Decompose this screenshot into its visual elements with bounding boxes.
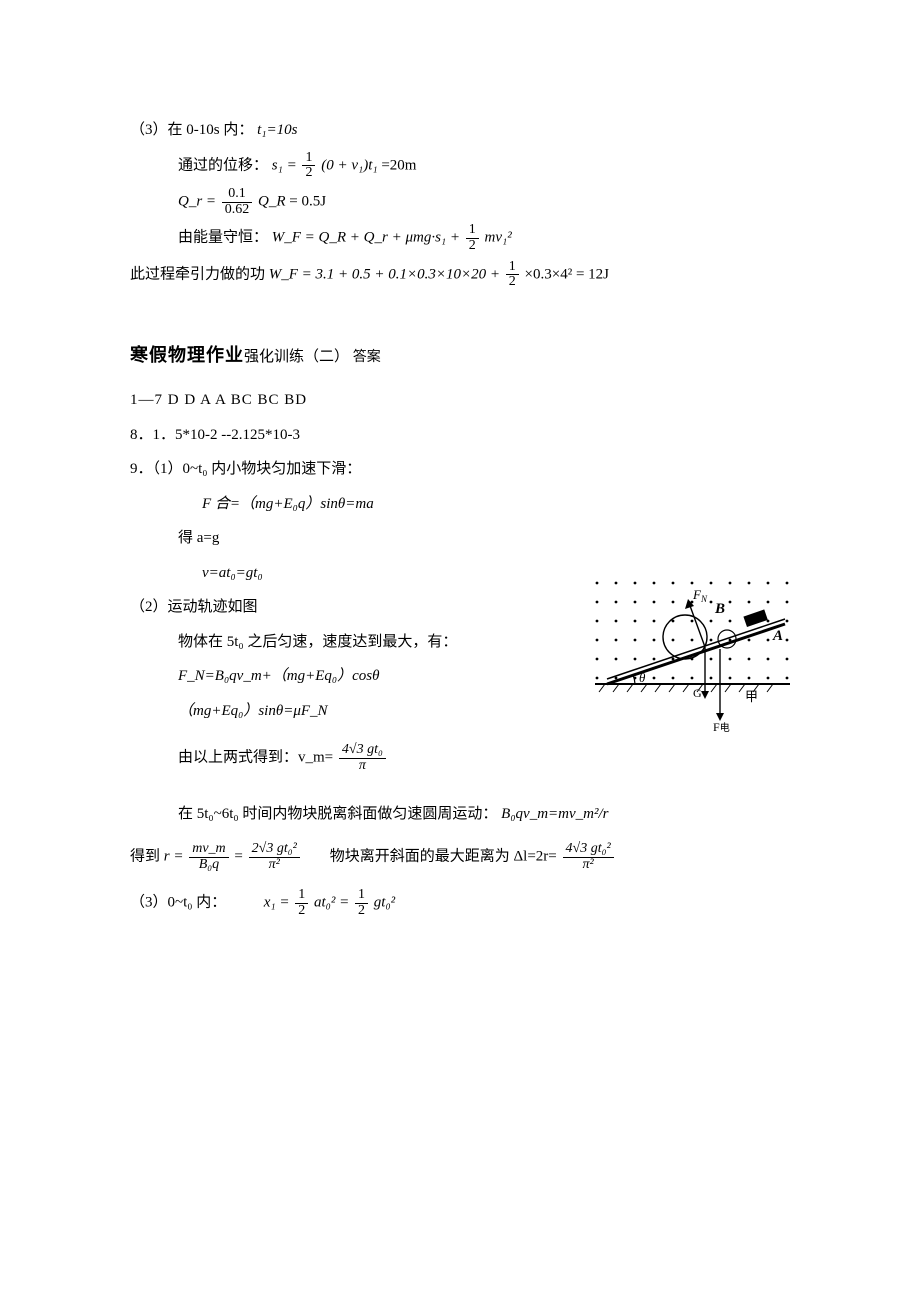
block <box>743 610 767 628</box>
dl-frac: 4√3 gt₀² π² <box>563 842 614 872</box>
answers-8: 8．1．5*10-2 --2.125*10-3 <box>130 421 790 450</box>
p3-intro: （3）在 0-10s 内： <box>130 122 253 138</box>
result-den: 2 <box>506 274 519 290</box>
theta-label: θ <box>639 670 646 685</box>
q9-r-row: 得到 r = mv_m B₀q = 2√3 gt₀² π² 物块离开斜面的最大距… <box>130 842 790 872</box>
result-tail: ×0.3×4² = 12J <box>525 266 609 282</box>
Qr-num: 0.1 <box>222 187 253 202</box>
s1-lhs: s₁ = <box>272 157 297 173</box>
t1-eq: t₁=10s <box>257 122 297 138</box>
dl-label: 物块离开斜面的最大距离为 Δl=2r= <box>330 849 557 865</box>
vm-num: 4√3 gt₀ <box>339 743 386 758</box>
label-jia: 甲 <box>745 689 758 704</box>
section-title-suffix: 答案 <box>353 350 381 365</box>
q9-p1-intro: 9．（1）0~t₀ 内小物块匀加速下滑： <box>130 455 790 484</box>
Qr-mid: Q_R <box>258 194 286 210</box>
x1-f1-den: 2 <box>295 903 308 919</box>
energy-line: 由能量守恒： W_F = Q_R + Q_r + μmg·s₁ + 1 2 mv… <box>130 223 790 253</box>
theta-arc <box>633 675 635 684</box>
vm-den: π <box>339 758 386 774</box>
Qr-den: 0.62 <box>222 202 253 218</box>
r-f1-den: B₀q <box>189 857 228 873</box>
dl-group: 物块离开斜面的最大距离为 Δl=2r= 4√3 gt₀² π² <box>330 842 616 872</box>
Qr-lhs: Q_r = <box>178 194 216 210</box>
Qr-line: Q_r = 0.1 0.62 Q_R = 0.5J <box>130 187 790 217</box>
s1-rhs: =20m <box>381 157 416 173</box>
circ-eq: B₀qv_m=mv_m²/r <box>501 806 608 822</box>
WF-tail: mv₁² <box>485 230 512 246</box>
x1-f2-den: 2 <box>355 903 368 919</box>
result-line: 此过程牵引力做的功 W_F = 3.1 + 0.5 + 0.1×0.3×10×2… <box>130 260 790 290</box>
r-f2-num: 2√3 gt₀² <box>249 842 300 857</box>
circ-label-a: 在 5t₀~6t₀ 时间内物块脱离斜面做匀速圆周运动： <box>178 806 497 822</box>
ramp-line <box>607 624 785 684</box>
x1-f1-num: 1 <box>295 888 308 903</box>
section-title-bold: 寒假物理作业 <box>130 345 244 365</box>
q9-p3-line: （3）0~t₀ 内： x₁ = 1 2 at₀² = 1 2 gt₀² <box>130 888 790 918</box>
trajectory-svg: θ G FN F电 B A 甲 <box>585 569 800 734</box>
q9-p2-intro: （2）运动轨迹如图 <box>130 599 258 615</box>
r-group: 得到 r = mv_m B₀q = 2√3 gt₀² π² <box>130 842 302 872</box>
label-FN: FN <box>692 587 708 604</box>
WF-den: 2 <box>466 238 479 254</box>
WF-frac: 1 2 <box>466 223 479 253</box>
label-B: B <box>714 601 725 617</box>
trajectory-figure: θ G FN F电 B A 甲 <box>585 569 800 734</box>
result-head: W_F = 3.1 + 0.5 + 0.1×0.3×10×20 + <box>269 266 500 282</box>
r-eq: = <box>234 849 242 865</box>
arrow-G-head <box>701 691 709 699</box>
F-eq-text: F 合=（mg+E₀q）sinθ=ma <box>202 496 374 512</box>
q9-vm-line: 由以上两式得到：v_m= 4√3 gt₀ π <box>130 743 790 773</box>
x1-lhs: x₁ = <box>264 895 290 911</box>
q9-F-eq: F 合=（mg+E₀q）sinθ=ma <box>130 490 790 519</box>
WF-num: 1 <box>466 223 479 238</box>
label-A: A <box>772 628 783 644</box>
section-title-rest: 强化训练（二） <box>244 349 349 365</box>
label-Fd: F电 <box>713 720 730 734</box>
r-f2-den: π² <box>249 857 300 873</box>
mg-eq-text: （mg+Eq₀）sinθ=μF_N <box>178 703 328 719</box>
r-lhs: r = <box>164 849 184 865</box>
r-frac2: 2√3 gt₀² π² <box>249 842 300 872</box>
x1-tail: gt₀² <box>374 895 395 911</box>
q9-block: 9．（1）0~t₀ 内小物块匀加速下滑： F 合=（mg+E₀q）sinθ=ma… <box>130 455 790 919</box>
answers-1-7: 1—7 D D A A BC BC BD <box>130 386 790 415</box>
p3-intro-line: （3）在 0-10s 内： t₁=10s <box>130 116 790 145</box>
p3-label: （3）0~t₀ 内： <box>130 895 226 911</box>
s1-den: 2 <box>302 165 315 181</box>
result-label: 此过程牵引力做的功 <box>130 266 265 282</box>
Qr-frac: 0.1 0.62 <box>222 187 253 217</box>
x1-mid: at₀² = <box>314 895 349 911</box>
displacement-line: 通过的位移： s₁ = 1 2 (0 + v₁)t₁ =20m <box>130 151 790 181</box>
r-frac1: mv_m B₀q <box>189 842 228 872</box>
dl-den: π² <box>563 857 614 873</box>
section-title: 寒假物理作业强化训练（二） 答案 <box>130 338 790 372</box>
q9-a-eq: 得 a=g <box>130 524 790 553</box>
r-label: 得到 <box>130 849 160 865</box>
q9-circ-line: 在 5t₀~6t₀ 时间内物块脱离斜面做匀速圆周运动： B₀qv_m=mv_m²… <box>130 800 790 829</box>
x1-frac2: 1 2 <box>355 888 368 918</box>
disp-label: 通过的位移： <box>178 157 268 173</box>
label-G: G <box>693 686 702 700</box>
s1-mid: (0 + v₁)t₁ <box>321 157 377 173</box>
vm-frac: 4√3 gt₀ π <box>339 743 386 773</box>
Qr-rhs: = 0.5J <box>289 194 326 210</box>
result-frac: 1 2 <box>506 260 519 290</box>
WF-head: W_F = Q_R + Q_r + μmg·s₁ + <box>272 230 460 246</box>
energy-label: 由能量守恒： <box>178 230 268 246</box>
s1-num: 1 <box>302 151 315 166</box>
dl-num: 4√3 gt₀² <box>563 842 614 857</box>
FN-eq-text: F_N=B₀qv_m+（mg+Eq₀）cosθ <box>178 668 379 684</box>
x1-frac1: 1 2 <box>295 888 308 918</box>
ramp-top-line <box>607 619 785 679</box>
s1-frac: 1 2 <box>302 151 315 181</box>
x1-f2-num: 1 <box>355 888 368 903</box>
page: （3）在 0-10s 内： t₁=10s 通过的位移： s₁ = 1 2 (0 … <box>0 0 920 985</box>
q9-p2-intro-line: （2）运动轨迹如图 <box>130 593 790 622</box>
v-eq-text: v=at₀=gt₀ <box>202 565 263 581</box>
vm-label: 由以上两式得到：v_m= <box>178 750 333 766</box>
result-num: 1 <box>506 260 519 275</box>
r-f1-num: mv_m <box>189 842 228 857</box>
